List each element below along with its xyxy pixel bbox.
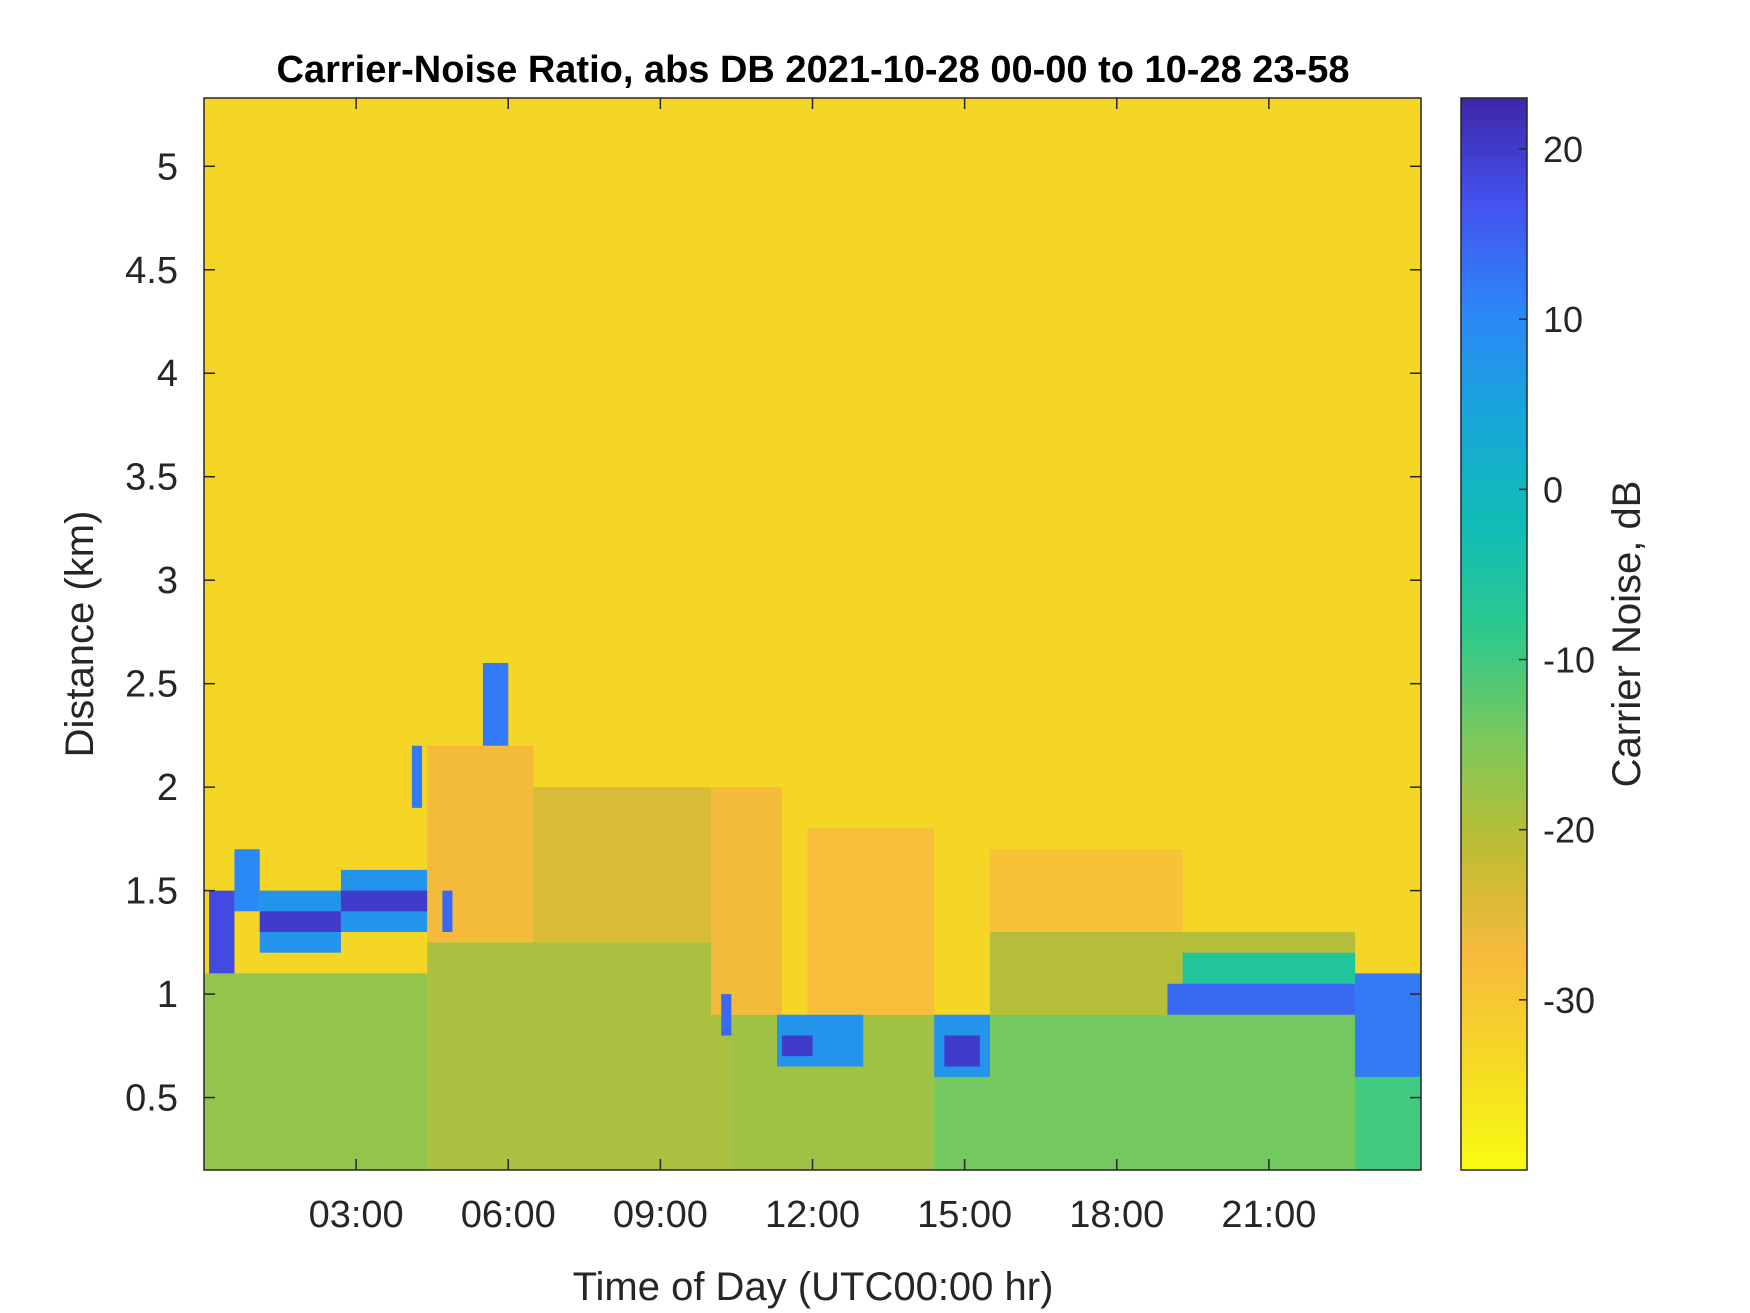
x-axis-label: Time of Day (UTC00:00 hr) [573, 1265, 1054, 1309]
colorbar: -30 -20 -10 0 10 20 [1460, 97, 1595, 1171]
y-tick-label: 1.5 [125, 871, 178, 913]
heatmap-cell [944, 1035, 980, 1067]
heatmap-cell [259, 911, 341, 933]
heatmap-cell [411, 745, 423, 808]
y-tick-label: 4.5 [125, 250, 178, 292]
colorbar-tick-label: 10 [1543, 299, 1583, 340]
y-axis: 0.5 1 1.5 2 2.5 3 3.5 4 4.5 5 [125, 146, 1421, 1120]
x-tick-label: 09:00 [613, 1194, 708, 1236]
heatmap-cell [234, 849, 260, 912]
y-tick-label: 2.5 [125, 664, 178, 706]
y-tick-label: 5 [157, 146, 178, 188]
colorbar-tick-label: 0 [1543, 469, 1563, 510]
colorbar-tick-label: -10 [1543, 640, 1595, 681]
heatmap-cell [482, 662, 509, 746]
y-tick-label: 1 [157, 974, 178, 1016]
heatmap-plot-area [203, 97, 1422, 1171]
x-tick-label: 12:00 [765, 1194, 860, 1236]
heatmap-cell [204, 973, 428, 1170]
heatmap-cell [807, 828, 935, 1015]
colorbar-tick-label: 20 [1543, 129, 1583, 170]
y-tick-label: 4 [157, 353, 178, 395]
x-tick-label: 03:00 [309, 1194, 404, 1236]
y-tick-label: 3.5 [125, 457, 178, 499]
y-axis-label: Distance (km) [58, 511, 102, 758]
x-tick-label: 06:00 [461, 1194, 556, 1236]
chart-title: Carrier-Noise Ratio, abs DB 2021-10-28 0… [277, 49, 1350, 91]
x-axis: 03:00 06:00 09:00 12:00 15:00 18:00 21:00 [309, 98, 1316, 1236]
heatmap-cell [1355, 973, 1421, 1077]
heatmap-cell [711, 787, 783, 1015]
heatmap-cell [533, 787, 712, 943]
heatmap-cell [721, 994, 732, 1036]
x-tick-label: 18:00 [1069, 1194, 1164, 1236]
y-tick-label: 3 [157, 560, 178, 602]
colorbar-gradient [1460, 97, 1528, 1171]
heatmap-cell [209, 890, 235, 974]
x-tick-label: 15:00 [917, 1194, 1012, 1236]
x-tick-label: 21:00 [1221, 1194, 1316, 1236]
y-tick-label: 2 [157, 767, 178, 809]
heatmap-cell [934, 1014, 1356, 1170]
heatmap-cell [782, 1035, 813, 1057]
heatmap-cell [427, 942, 732, 1170]
y-tick-label: 0.5 [125, 1078, 178, 1120]
heatmap-cell [340, 890, 428, 912]
heatmap-cell [1167, 983, 1356, 1015]
colorbar-label: Carrier Noise, dB [1605, 481, 1649, 788]
colorbar-tick-label: -30 [1543, 980, 1595, 1021]
heatmap-cell [442, 890, 453, 933]
colorbar-tick-label: -20 [1543, 810, 1595, 851]
